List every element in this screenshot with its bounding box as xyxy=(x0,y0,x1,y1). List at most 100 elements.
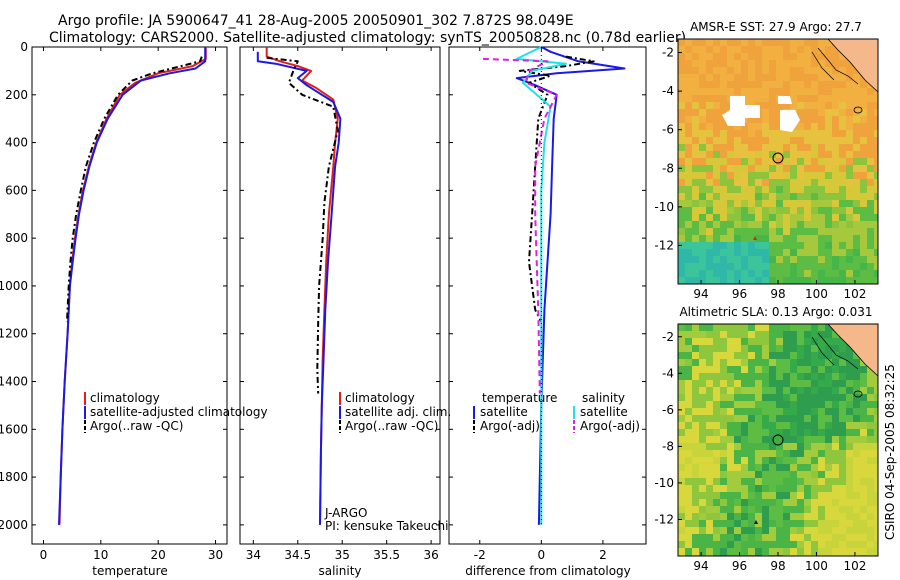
map-cell xyxy=(741,207,749,215)
map-cell xyxy=(797,207,805,215)
map-cell xyxy=(685,116,693,124)
map-cell xyxy=(706,95,714,103)
map-cell xyxy=(825,102,833,110)
map-cell xyxy=(860,548,868,556)
map-cell xyxy=(776,471,784,479)
map-cell xyxy=(727,193,735,201)
map-cell xyxy=(825,506,833,514)
map-cell xyxy=(713,74,721,82)
map-cell xyxy=(678,214,686,222)
map-cell xyxy=(762,548,770,556)
map-cell xyxy=(699,172,707,180)
map-cell xyxy=(790,527,798,535)
map-cell xyxy=(825,60,833,68)
map-cell xyxy=(727,485,735,493)
map-cell xyxy=(797,46,805,54)
map-cell xyxy=(797,95,805,103)
map-cell xyxy=(832,102,840,110)
island-outline xyxy=(853,390,863,398)
map-cell xyxy=(776,123,784,131)
map-cell xyxy=(727,520,735,528)
map-cell xyxy=(769,270,777,278)
map-cell xyxy=(762,116,770,124)
map-cell xyxy=(727,39,735,47)
map-cell xyxy=(811,137,819,145)
map-cell xyxy=(790,513,798,521)
map-cell xyxy=(692,345,700,353)
map-cell xyxy=(790,81,798,89)
map-cell xyxy=(741,499,749,507)
map-cell xyxy=(839,179,847,187)
map-cell xyxy=(811,95,819,103)
map-cell xyxy=(678,116,686,124)
map-cell xyxy=(713,256,721,264)
map-cell xyxy=(734,144,742,152)
map-cell xyxy=(720,256,728,264)
map-cell xyxy=(734,513,742,521)
map-cell xyxy=(832,401,840,409)
map-cell xyxy=(769,228,777,236)
map-cell xyxy=(797,422,805,430)
map-cell xyxy=(853,151,861,159)
map-cell xyxy=(790,506,798,514)
map-cell xyxy=(762,270,770,278)
map-cell xyxy=(706,464,714,472)
map-cell xyxy=(853,499,861,507)
map-cell xyxy=(825,380,833,388)
map-cell xyxy=(860,151,868,159)
map-cell xyxy=(762,109,770,117)
map-cell xyxy=(811,373,819,381)
map-cell xyxy=(797,172,805,180)
map-cell xyxy=(832,158,840,166)
map-cell xyxy=(748,520,756,528)
map-cell xyxy=(832,74,840,82)
map-cell xyxy=(790,249,798,257)
map-cell xyxy=(853,366,861,374)
map-cell xyxy=(734,527,742,535)
map-cell xyxy=(734,242,742,250)
map-cell xyxy=(699,277,707,284)
map-cell xyxy=(832,179,840,187)
map-cell xyxy=(874,256,878,264)
map-cell xyxy=(755,151,763,159)
map-cell xyxy=(811,541,819,549)
map-cell xyxy=(769,345,777,353)
map-cell xyxy=(832,46,840,54)
map-cell xyxy=(706,179,714,187)
map-cell xyxy=(748,46,756,54)
map-cell xyxy=(853,415,861,423)
map-cell xyxy=(734,359,742,367)
map-cell xyxy=(699,102,707,110)
map-cell xyxy=(797,534,805,542)
temperature-axes: 0 10 20 30020040060080010001200140016001800… xyxy=(0,40,227,562)
map-cell xyxy=(713,324,721,332)
map-cell xyxy=(685,520,693,528)
series-line-argo-raw-qc- xyxy=(66,56,203,322)
map-cell xyxy=(762,499,770,507)
map-cell xyxy=(839,130,847,138)
map-cell xyxy=(825,429,833,437)
map-cell xyxy=(790,534,798,542)
map-cell xyxy=(804,450,812,458)
map-cell xyxy=(720,352,728,360)
map-cell xyxy=(860,373,868,381)
map-cell xyxy=(769,443,777,451)
map-cell xyxy=(734,506,742,514)
map-cell xyxy=(846,102,854,110)
legend-group-salinity: salinity xyxy=(582,391,625,405)
map-cell xyxy=(706,116,714,124)
map-cell xyxy=(678,450,686,458)
map-cell xyxy=(713,471,721,479)
map-cell xyxy=(776,534,784,542)
map-cell xyxy=(755,123,763,131)
map-cell xyxy=(720,492,728,500)
map-cell xyxy=(867,277,875,284)
map-cell xyxy=(832,541,840,549)
map-cell xyxy=(692,436,700,444)
map-cell xyxy=(832,186,840,194)
map-cell xyxy=(874,277,878,284)
profile-marker xyxy=(753,236,757,240)
map-cell xyxy=(860,172,868,180)
map-cell xyxy=(762,158,770,166)
x-tick-label: 94 xyxy=(693,559,708,573)
